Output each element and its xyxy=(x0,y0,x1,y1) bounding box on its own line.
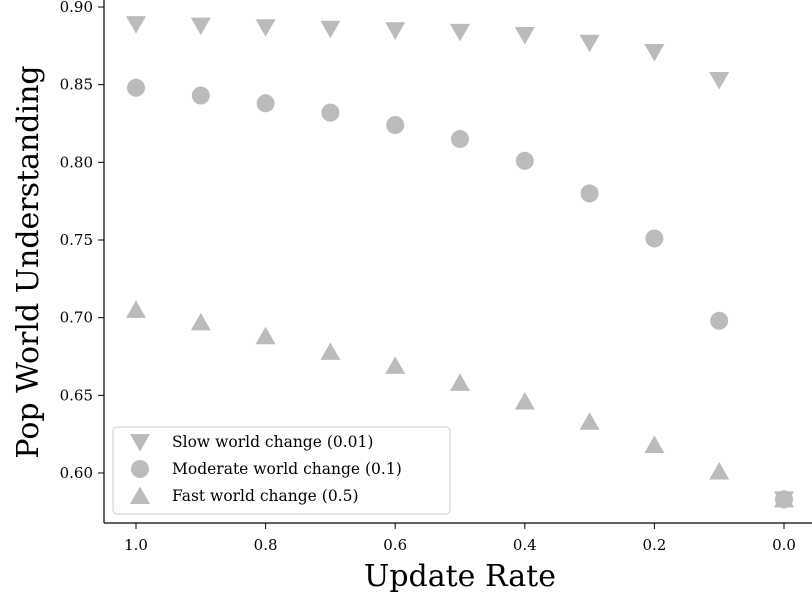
data-point-series-2 xyxy=(321,103,340,122)
data-point-series-2 xyxy=(191,86,210,105)
data-point-series-3 xyxy=(579,412,600,430)
legend-marker-series-2 xyxy=(131,460,149,478)
x-tick-label: 0.0 xyxy=(772,536,796,554)
data-point-series-1 xyxy=(255,19,276,37)
data-point-series-2 xyxy=(127,78,145,97)
data-point-series-1 xyxy=(579,34,600,53)
data-point-series-1 xyxy=(450,23,470,42)
x-tick-label: 0.6 xyxy=(383,536,407,554)
data-point-series-1 xyxy=(514,26,535,45)
y-tick-label: 0.90 xyxy=(60,0,93,16)
data-point-series-2 xyxy=(256,94,275,113)
data-point-series-1 xyxy=(126,16,146,34)
y-tick-label: 0.70 xyxy=(60,309,93,327)
data-point-series-3 xyxy=(709,461,730,480)
data-point-series-2 xyxy=(451,130,469,149)
data-point-series-3 xyxy=(450,373,470,391)
legend-marker-series-3 xyxy=(130,486,150,504)
axes: 1.0 0.8 0.6 0.4 0.2 0.0 0.600.650.700.750.800… xyxy=(60,0,812,554)
data-points xyxy=(126,16,794,509)
data-point-series-3 xyxy=(514,392,535,410)
data-point-series-3 xyxy=(320,342,341,360)
legend: Slow world change (0.01) Moderate world c… xyxy=(112,426,451,515)
data-point-series-2 xyxy=(515,151,534,170)
data-point-series-2 xyxy=(580,184,599,203)
x-tick-label: 0.2 xyxy=(642,536,666,554)
y-tick-label: 0.80 xyxy=(60,153,93,171)
data-point-series-1 xyxy=(644,44,665,62)
data-point-series-2 xyxy=(386,116,405,135)
data-point-series-1 xyxy=(190,17,211,36)
x-axis-title: Update Rate xyxy=(364,559,556,594)
x-tick-label: 1.0 xyxy=(124,536,148,554)
data-point-series-3 xyxy=(385,356,406,374)
legend-box xyxy=(112,426,451,515)
y-ticks: 0.60 0.65 0.70 0.75 0.80 0.85 0.90 xyxy=(60,0,104,482)
legend-label-series-2: Moderate world change (0.1) xyxy=(172,460,402,478)
data-point-series-3 xyxy=(255,326,276,345)
legend-label-series-3: Fast world change (0.5) xyxy=(172,487,359,505)
data-point-series-2 xyxy=(710,311,729,330)
data-point-series-1 xyxy=(320,20,341,39)
y-tick-label: 0.60 xyxy=(60,464,93,482)
data-point-series-1 xyxy=(385,22,406,40)
data-point-series-3 xyxy=(644,435,665,454)
y-tick-label: 0.75 xyxy=(60,231,93,249)
x-ticks: 1.0 0.8 0.6 0.4 0.2 0.0 xyxy=(124,523,796,554)
data-point-series-2 xyxy=(645,229,664,248)
legend-label-series-1: Slow world change (0.01) xyxy=(172,433,373,451)
y-tick-label: 0.85 xyxy=(60,76,93,94)
x-tick-label: 0.4 xyxy=(513,536,537,554)
y-axis-title: Pop World Understanding xyxy=(11,65,46,458)
legend-marker-series-1 xyxy=(130,434,150,452)
data-point-series-1 xyxy=(709,72,730,90)
data-point-series-3 xyxy=(126,300,146,318)
data-point-series-3 xyxy=(774,489,794,508)
x-tick-label: 0.8 xyxy=(254,536,278,554)
y-tick-label: 0.65 xyxy=(60,386,93,404)
data-point-series-3 xyxy=(190,312,211,331)
